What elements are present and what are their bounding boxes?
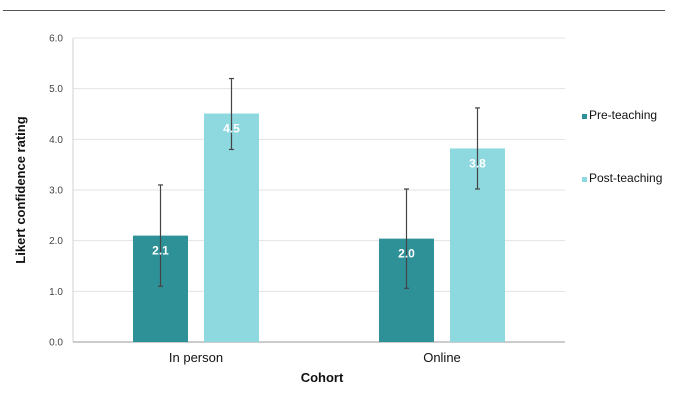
bar-post-teaching bbox=[204, 113, 259, 342]
x-tick-label: In person bbox=[169, 350, 223, 365]
y-tick-label: 5.0 bbox=[49, 84, 63, 95]
y-tick-label: 6.0 bbox=[49, 34, 63, 45]
data-label: 2.0 bbox=[398, 247, 415, 261]
legend-label: Post-teaching bbox=[589, 171, 662, 185]
legend-swatch bbox=[582, 114, 587, 119]
data-label: 2.1 bbox=[152, 244, 169, 258]
error-bars bbox=[158, 77, 480, 289]
top-divider bbox=[3, 10, 665, 11]
axes: Cohort Likert confidence rating 0.0 1.0 2.… bbox=[13, 34, 461, 386]
y-axis-label: Likert confidence rating bbox=[13, 116, 28, 263]
y-tick-label: 3.0 bbox=[49, 186, 63, 197]
data-label: 3.8 bbox=[469, 156, 486, 170]
x-tick-label: Online bbox=[423, 350, 461, 365]
x-axis-label: Cohort bbox=[301, 370, 344, 385]
legend: Pre-teaching Post-teaching bbox=[582, 108, 662, 185]
data-labels: 2.1 4.5 2.0 3.8 bbox=[152, 121, 486, 260]
y-tick-label: 0.0 bbox=[49, 338, 63, 349]
bars bbox=[133, 113, 505, 342]
legend-label: Pre-teaching bbox=[589, 108, 657, 122]
y-tick-label: 4.0 bbox=[49, 135, 63, 146]
legend-swatch bbox=[582, 177, 587, 182]
y-tick-label: 1.0 bbox=[49, 287, 63, 298]
y-tick-label: 2.0 bbox=[49, 236, 63, 247]
data-label: 4.5 bbox=[223, 121, 240, 135]
